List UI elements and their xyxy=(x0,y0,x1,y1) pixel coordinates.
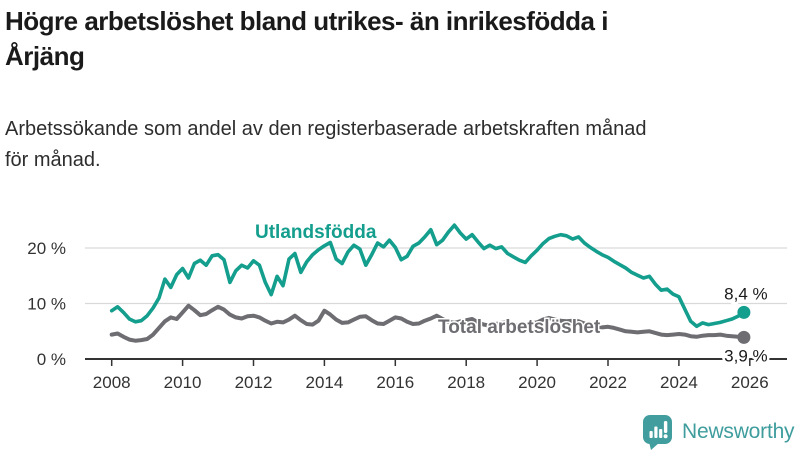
x-axis-label: 2010 xyxy=(164,373,202,392)
x-axis-label: 2022 xyxy=(589,373,627,392)
y-axis-label: 10 % xyxy=(27,295,66,314)
newsworthy-logo[interactable]: Newsworthy xyxy=(641,413,795,450)
x-axis-label: 2008 xyxy=(93,373,131,392)
newsworthy-brand-name: Newsworthy xyxy=(682,419,795,443)
chart-subtitle: Arbetssökande som andel av den registerb… xyxy=(5,118,647,171)
unemployment-line-chart: 0 % 10 % 20 % 2008 2010 2012 2014 2016 2018 2020 2… xyxy=(27,221,787,392)
page-title: Högre arbetslöshet bland utrikes- än inr… xyxy=(5,6,608,71)
series-label-utlandsf-dda: Utlandsfödda xyxy=(255,222,377,243)
x-axis-label: 2020 xyxy=(518,373,556,392)
series-end-dot-utlandsf-dda xyxy=(737,305,751,319)
x-axis-label: 2018 xyxy=(447,373,485,392)
x-axis-label: 2014 xyxy=(305,373,343,392)
series-end-dot-total-arbetsl-shet xyxy=(737,330,751,344)
series-end-value-total-arbetsl-shet: 3,9 % xyxy=(724,346,767,365)
x-axis-label: 2024 xyxy=(660,373,698,392)
series-label-total-arbetsl-shet: Total arbetslöshet xyxy=(438,317,601,338)
series-line-utlandsf-dda xyxy=(109,223,746,329)
y-axis-label: 0 % xyxy=(37,350,66,369)
series-line-total-arbetsl-shet xyxy=(109,303,746,343)
x-axis-label: 2016 xyxy=(376,373,414,392)
x-axis-label: 2012 xyxy=(235,373,273,392)
x-axis-label: 2026 xyxy=(731,373,769,392)
newsworthy-logo-icon xyxy=(643,415,672,450)
y-axis-label: 20 % xyxy=(27,239,66,258)
series-end-value-utlandsf-dda: 8,4 % xyxy=(724,284,767,303)
